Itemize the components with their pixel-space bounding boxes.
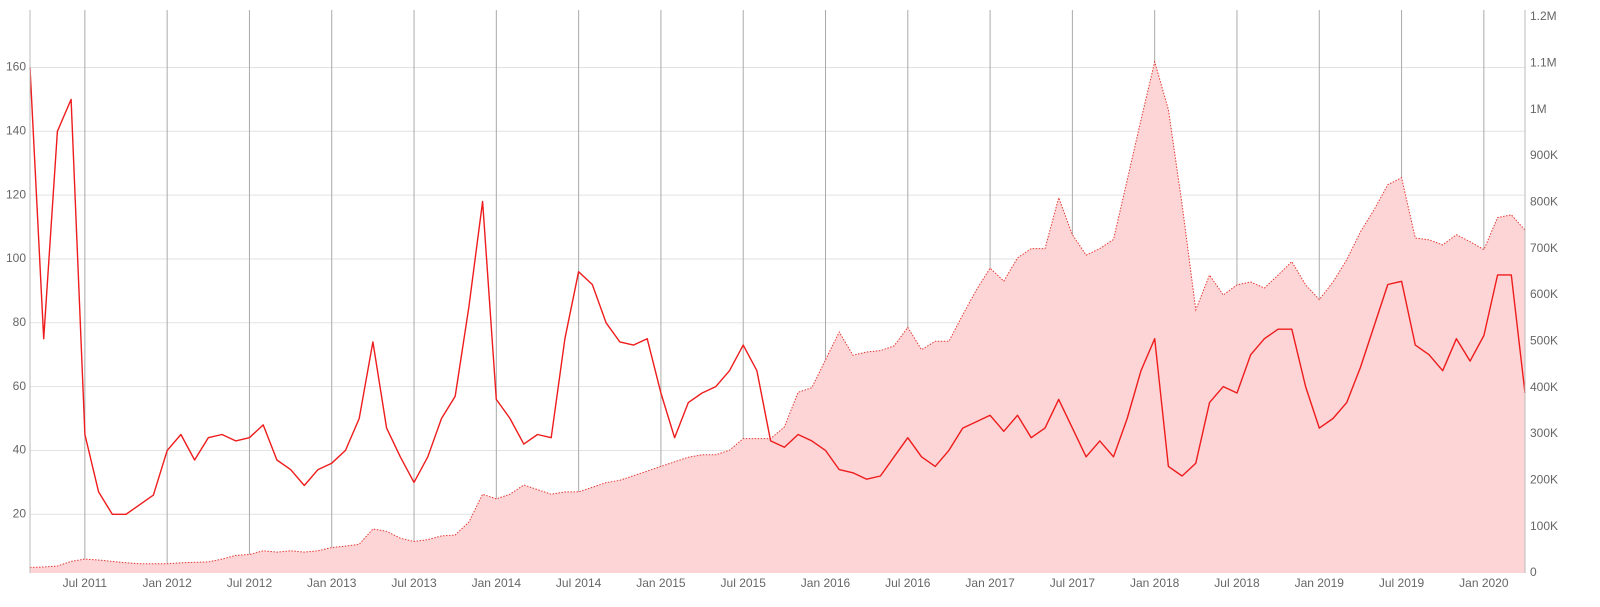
y2-tick-label: 0: [1530, 565, 1537, 579]
x-tick-label: Jan 2020: [1459, 576, 1509, 590]
x-tick-label: Jan 2012: [142, 576, 192, 590]
x-tick-label: Jul 2014: [556, 576, 602, 590]
x-tick-label: Jan 2014: [472, 576, 522, 590]
y-tick-label: 40: [13, 443, 27, 457]
y-tick-label: 80: [13, 315, 27, 329]
y2-tick-label: 600K: [1530, 287, 1558, 301]
x-tick-label: Jul 2012: [227, 576, 273, 590]
x-tick-label: Jul 2018: [1214, 576, 1260, 590]
y-tick-label: 140: [6, 123, 26, 137]
x-tick-label: Jan 2013: [307, 576, 357, 590]
x-tick-label: Jan 2017: [965, 576, 1015, 590]
y2-tick-label: 700K: [1530, 241, 1558, 255]
x-tick-label: Jul 2016: [885, 576, 931, 590]
x-tick-label: Jan 2019: [1295, 576, 1345, 590]
axis-labels: 20 40 60 80 100 120 140 160 0 100K 200K 300K 400K 500…: [6, 9, 1558, 590]
x-tick-label: Jul 2017: [1050, 576, 1096, 590]
y2-tick-label: 1.1M: [1530, 55, 1557, 69]
x-tick-label: Jul 2011: [63, 576, 108, 590]
y-tick-label: 100: [6, 251, 26, 265]
area: [30, 61, 1525, 574]
x-tick-label: Jan 2015: [636, 576, 686, 590]
x-tick-label: Jan 2016: [801, 576, 851, 590]
y-tick-label: 120: [6, 187, 26, 201]
line: [29, 67, 1526, 515]
y2-tick-label: 300K: [1530, 426, 1558, 440]
x-tick-label: Jul 2013: [391, 576, 437, 590]
y-tick-label: 160: [6, 60, 26, 74]
y2-tick-label: 500K: [1530, 333, 1558, 347]
y-tick-label: 20: [13, 506, 27, 520]
x-tick-label: Jul 2019: [1379, 576, 1425, 590]
x-tick-label: Jul 2015: [721, 576, 767, 590]
y2-tick-label: 1.2M: [1530, 9, 1557, 23]
y2-tick-label: 800K: [1530, 194, 1558, 208]
x-tick-label: Jan 2018: [1130, 576, 1180, 590]
y2-tick-label: 200K: [1530, 472, 1558, 486]
y2-tick-label: 400K: [1530, 380, 1558, 394]
y2-tick-label: 1M: [1530, 102, 1547, 116]
y2-tick-label: 900K: [1530, 148, 1558, 162]
plot: [29, 59, 1526, 574]
y-tick-label: 60: [13, 379, 27, 393]
y2-tick-label: 100K: [1530, 519, 1558, 533]
area-edge: [29, 59, 1526, 568]
